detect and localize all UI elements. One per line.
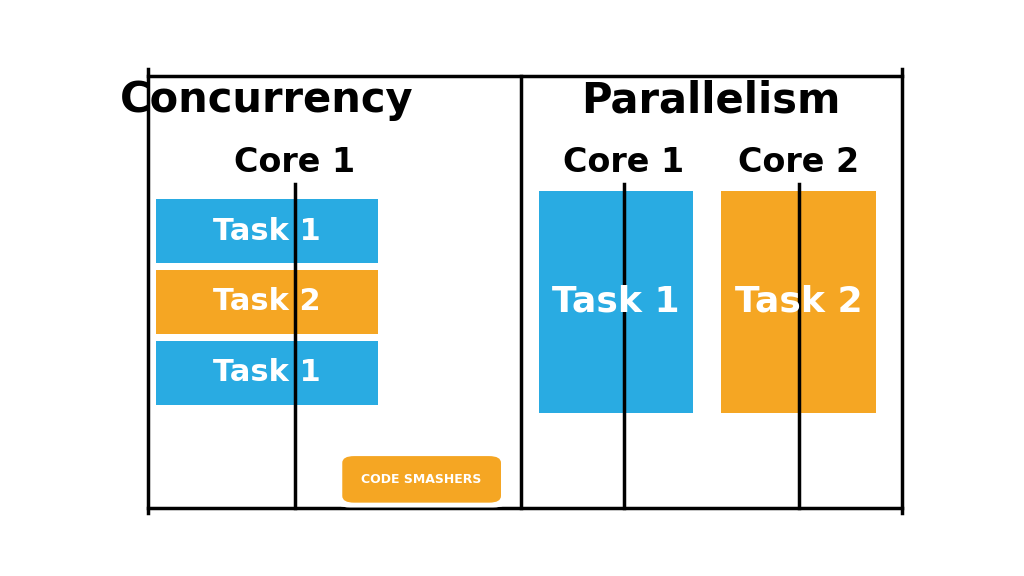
FancyBboxPatch shape [336,451,507,507]
FancyBboxPatch shape [156,199,378,263]
Text: CODE SMASHERS: CODE SMASHERS [361,473,482,486]
FancyBboxPatch shape [342,456,501,503]
FancyBboxPatch shape [156,270,378,334]
Text: Task 1: Task 1 [552,285,680,319]
Text: Task 1: Task 1 [213,358,321,388]
FancyBboxPatch shape [721,191,876,413]
FancyBboxPatch shape [156,341,378,405]
Text: Task 2: Task 2 [735,285,862,319]
Text: Concurrency: Concurrency [120,79,414,121]
Text: Core 1: Core 1 [234,146,355,179]
Text: Parallelism: Parallelism [582,79,841,121]
Text: Task 1: Task 1 [213,217,321,245]
Text: Core 2: Core 2 [738,146,859,179]
FancyBboxPatch shape [539,191,693,413]
Text: Core 1: Core 1 [563,146,685,179]
Text: Task 2: Task 2 [213,287,321,316]
